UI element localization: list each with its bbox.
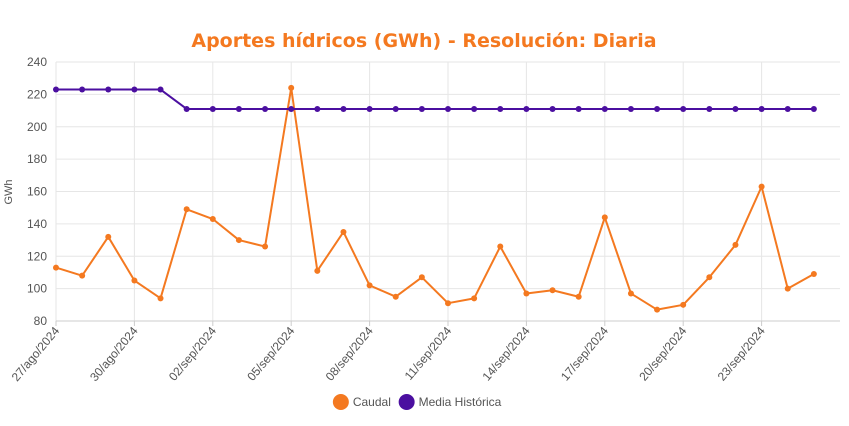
- x-tick-label: 02/sep/2024: [166, 324, 219, 384]
- y-tick-label: 140: [27, 217, 47, 231]
- data-point[interactable]: [131, 86, 138, 93]
- data-point[interactable]: [445, 105, 451, 112]
- data-point[interactable]: [53, 264, 59, 271]
- data-point[interactable]: [314, 105, 321, 112]
- data-point[interactable]: [549, 105, 556, 112]
- data-point[interactable]: [627, 105, 634, 112]
- data-point[interactable]: [235, 237, 242, 244]
- x-tick-label: 23/sep/2024: [715, 324, 768, 384]
- y-tick-label: 200: [27, 120, 47, 134]
- data-point[interactable]: [445, 300, 451, 307]
- data-point[interactable]: [654, 105, 661, 112]
- data-point[interactable]: [79, 86, 86, 93]
- data-point[interactable]: [706, 274, 713, 281]
- y-tick-label: 180: [27, 152, 47, 166]
- data-point[interactable]: [810, 105, 817, 112]
- data-point[interactable]: [79, 272, 86, 279]
- data-point[interactable]: [418, 274, 425, 281]
- data-point[interactable]: [549, 287, 556, 294]
- data-point[interactable]: [340, 228, 347, 235]
- data-point[interactable]: [523, 290, 530, 297]
- data-point[interactable]: [183, 206, 190, 213]
- data-point[interactable]: [680, 301, 687, 308]
- y-tick-label: 100: [27, 282, 47, 296]
- series-1: [53, 86, 817, 112]
- data-point[interactable]: [209, 216, 216, 223]
- data-point[interactable]: [105, 233, 112, 240]
- data-point[interactable]: [758, 105, 765, 112]
- x-tick-label: 27/ago/2024: [9, 324, 63, 384]
- series-lines: [53, 84, 817, 313]
- y-tick-label: 240: [27, 55, 47, 69]
- data-point[interactable]: [131, 277, 138, 284]
- data-point[interactable]: [392, 105, 399, 112]
- series-line: [55, 86, 815, 311]
- series-line: [56, 88, 814, 110]
- y-axis-ticks: 80 100 120 140 160 180 200 220 240: [27, 55, 47, 328]
- data-point[interactable]: [627, 290, 634, 297]
- y-tick-label: 220: [27, 87, 47, 101]
- data-point[interactable]: [601, 214, 608, 221]
- legend-label: Media Histórica: [419, 395, 502, 409]
- data-point[interactable]: [262, 243, 269, 250]
- data-point[interactable]: [497, 105, 504, 112]
- legend-swatch: [398, 394, 415, 410]
- data-point[interactable]: [262, 105, 269, 112]
- x-tick-label: 20/sep/2024: [636, 324, 689, 384]
- data-point[interactable]: [784, 285, 791, 292]
- x-tick-label: 08/sep/2024: [323, 324, 376, 384]
- data-point[interactable]: [471, 105, 478, 112]
- data-point[interactable]: [680, 105, 687, 112]
- y-tick-label: 80: [34, 314, 48, 328]
- data-point[interactable]: [288, 84, 295, 91]
- data-point[interactable]: [53, 86, 59, 93]
- legend-item[interactable]: Caudal: [332, 394, 391, 410]
- y-tick-label: 120: [27, 249, 47, 263]
- y-axis-label: GWh: [3, 179, 15, 204]
- data-point[interactable]: [418, 105, 425, 112]
- data-point[interactable]: [235, 105, 242, 112]
- y-tick-label: 160: [27, 185, 47, 199]
- data-point[interactable]: [105, 86, 112, 93]
- data-point[interactable]: [183, 105, 190, 112]
- data-point[interactable]: [392, 293, 399, 300]
- legend[interactable]: Caudal Media Histórica: [332, 394, 502, 410]
- legend-item[interactable]: Media Histórica: [398, 394, 502, 410]
- data-point[interactable]: [471, 295, 478, 302]
- data-point[interactable]: [732, 241, 739, 248]
- x-tick-label: 05/sep/2024: [244, 324, 297, 384]
- data-point[interactable]: [497, 243, 504, 250]
- x-tick-label: 14/sep/2024: [480, 324, 533, 384]
- chart-title: Aportes hídricos (GWh) - Resolución: Dia…: [191, 30, 656, 52]
- data-point[interactable]: [209, 105, 216, 112]
- data-point[interactable]: [314, 267, 321, 274]
- data-point[interactable]: [366, 282, 373, 289]
- legend-label: Caudal: [353, 395, 391, 409]
- x-tick-label: 30/ago/2024: [87, 324, 141, 384]
- data-point[interactable]: [288, 105, 295, 112]
- series-0: [53, 84, 817, 313]
- data-point[interactable]: [157, 86, 164, 93]
- x-tick-label: 17/sep/2024: [558, 324, 611, 384]
- data-point[interactable]: [366, 105, 373, 112]
- x-tick-label: 11/sep/2024: [402, 324, 455, 383]
- data-point[interactable]: [654, 306, 661, 313]
- data-point[interactable]: [340, 105, 347, 112]
- legend-swatch: [332, 394, 349, 410]
- data-point[interactable]: [784, 105, 791, 112]
- x-axis-ticks: 27/ago/2024 30/ago/2024 02/sep/2024 05/sep/…: [9, 320, 840, 384]
- data-point[interactable]: [523, 105, 530, 112]
- data-point[interactable]: [732, 105, 739, 112]
- gridlines: [55, 61, 840, 322]
- data-point[interactable]: [810, 271, 817, 278]
- data-point[interactable]: [758, 183, 765, 190]
- data-point[interactable]: [157, 295, 164, 302]
- data-point[interactable]: [575, 105, 582, 112]
- data-point[interactable]: [601, 105, 608, 112]
- data-point[interactable]: [706, 105, 713, 112]
- data-point[interactable]: [575, 293, 582, 300]
